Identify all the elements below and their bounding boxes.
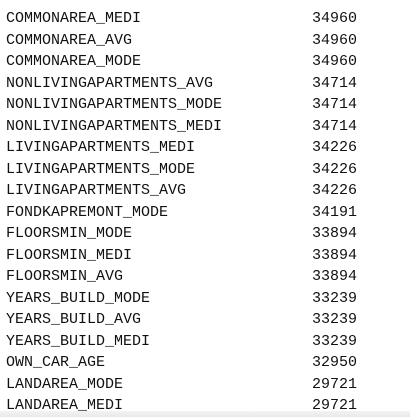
column-name: NONLIVINGAPARTMENTS_MODE — [6, 96, 223, 113]
column-name: LIVINGAPARTMENTS_MODE — [6, 160, 196, 178]
table-row: LIVINGAPARTMENTS_MEDI 34226 — [6, 137, 406, 159]
table-row: LIVINGAPARTMENTS_AVG 34226 — [6, 180, 406, 202]
table-row: LANDAREA_MEDI 29721 — [6, 395, 406, 417]
table-row: OWN_CAR_AGE 32950 — [6, 352, 406, 374]
column-name: LIVINGAPARTMENTS_AVG — [6, 182, 187, 199]
table-row: YEARS_BUILD_AVG 33239 — [6, 309, 406, 331]
table-row: FLOORSMIN_MEDI 33894 — [6, 245, 406, 267]
missing-count: 33239 — [312, 311, 358, 328]
table-row: NONLIVINGAPARTMENTS_MEDI 34714 — [6, 116, 406, 138]
table-row: COMMONAREA_MODE 34960 — [6, 51, 406, 73]
column-name: NONLIVINGAPARTMENTS_MEDI — [6, 117, 223, 135]
missing-count: 33894 — [312, 268, 358, 285]
missing-count: 33894 — [312, 225, 358, 242]
missing-count: 34226 — [312, 182, 358, 199]
missing-count: 33894 — [312, 246, 358, 264]
missing-count: 29721 — [312, 397, 358, 414]
missing-count: 34960 — [312, 53, 358, 70]
missing-count: 33239 — [312, 332, 358, 350]
missing-count: 34714 — [312, 96, 358, 113]
column-name: YEARS_BUILD_MODE — [6, 289, 151, 307]
column-name: FLOORSMIN_MODE — [6, 225, 133, 242]
column-name: COMMONAREA_MODE — [6, 53, 142, 70]
missing-count: 34226 — [312, 160, 358, 178]
table-row: FLOORSMIN_MODE 33894 — [6, 223, 406, 245]
column-name: LANDAREA_MODE — [6, 375, 124, 393]
series-output-table: COMMONAREA_MEDI 34960 COMMONAREA_AVG 349… — [6, 8, 406, 417]
column-name: YEARS_BUILD_AVG — [6, 311, 142, 328]
table-row: NONLIVINGAPARTMENTS_AVG 34714 — [6, 73, 406, 95]
column-name: FONDKAPREMONT_MODE — [6, 203, 169, 221]
table-row: YEARS_BUILD_MODE 33239 — [6, 288, 406, 310]
column-name: OWN_CAR_AGE — [6, 354, 106, 371]
missing-count: 34226 — [312, 139, 358, 156]
missing-count: 34960 — [312, 10, 358, 27]
table-row: NONLIVINGAPARTMENTS_MODE 34714 — [6, 94, 406, 116]
output-bottom-divider — [0, 411, 410, 417]
table-row: FLOORSMIN_AVG 33894 — [6, 266, 406, 288]
missing-count: 32950 — [312, 354, 358, 371]
missing-count: 34714 — [312, 117, 358, 135]
table-row: COMMONAREA_MEDI 34960 — [6, 8, 406, 30]
column-name: YEARS_BUILD_MEDI — [6, 332, 151, 350]
column-name: FLOORSMIN_AVG — [6, 268, 124, 285]
table-row: COMMONAREA_AVG 34960 — [6, 30, 406, 52]
missing-count: 33239 — [312, 289, 358, 307]
table-row: YEARS_BUILD_MEDI 33239 — [6, 331, 406, 353]
table-row: LANDAREA_MODE 29721 — [6, 374, 406, 396]
column-name: COMMONAREA_MEDI — [6, 10, 142, 27]
table-row: FONDKAPREMONT_MODE 34191 — [6, 202, 406, 224]
missing-count: 34191 — [312, 203, 358, 221]
column-name: LANDAREA_MEDI — [6, 397, 124, 414]
missing-count: 34960 — [312, 31, 358, 49]
column-name: NONLIVINGAPARTMENTS_AVG — [6, 74, 214, 92]
missing-count: 29721 — [312, 375, 358, 393]
missing-count: 34714 — [312, 74, 358, 92]
column-name: LIVINGAPARTMENTS_MEDI — [6, 139, 196, 156]
table-row: LIVINGAPARTMENTS_MODE 34226 — [6, 159, 406, 181]
column-name: COMMONAREA_AVG — [6, 31, 133, 49]
column-name: FLOORSMIN_MEDI — [6, 246, 133, 264]
